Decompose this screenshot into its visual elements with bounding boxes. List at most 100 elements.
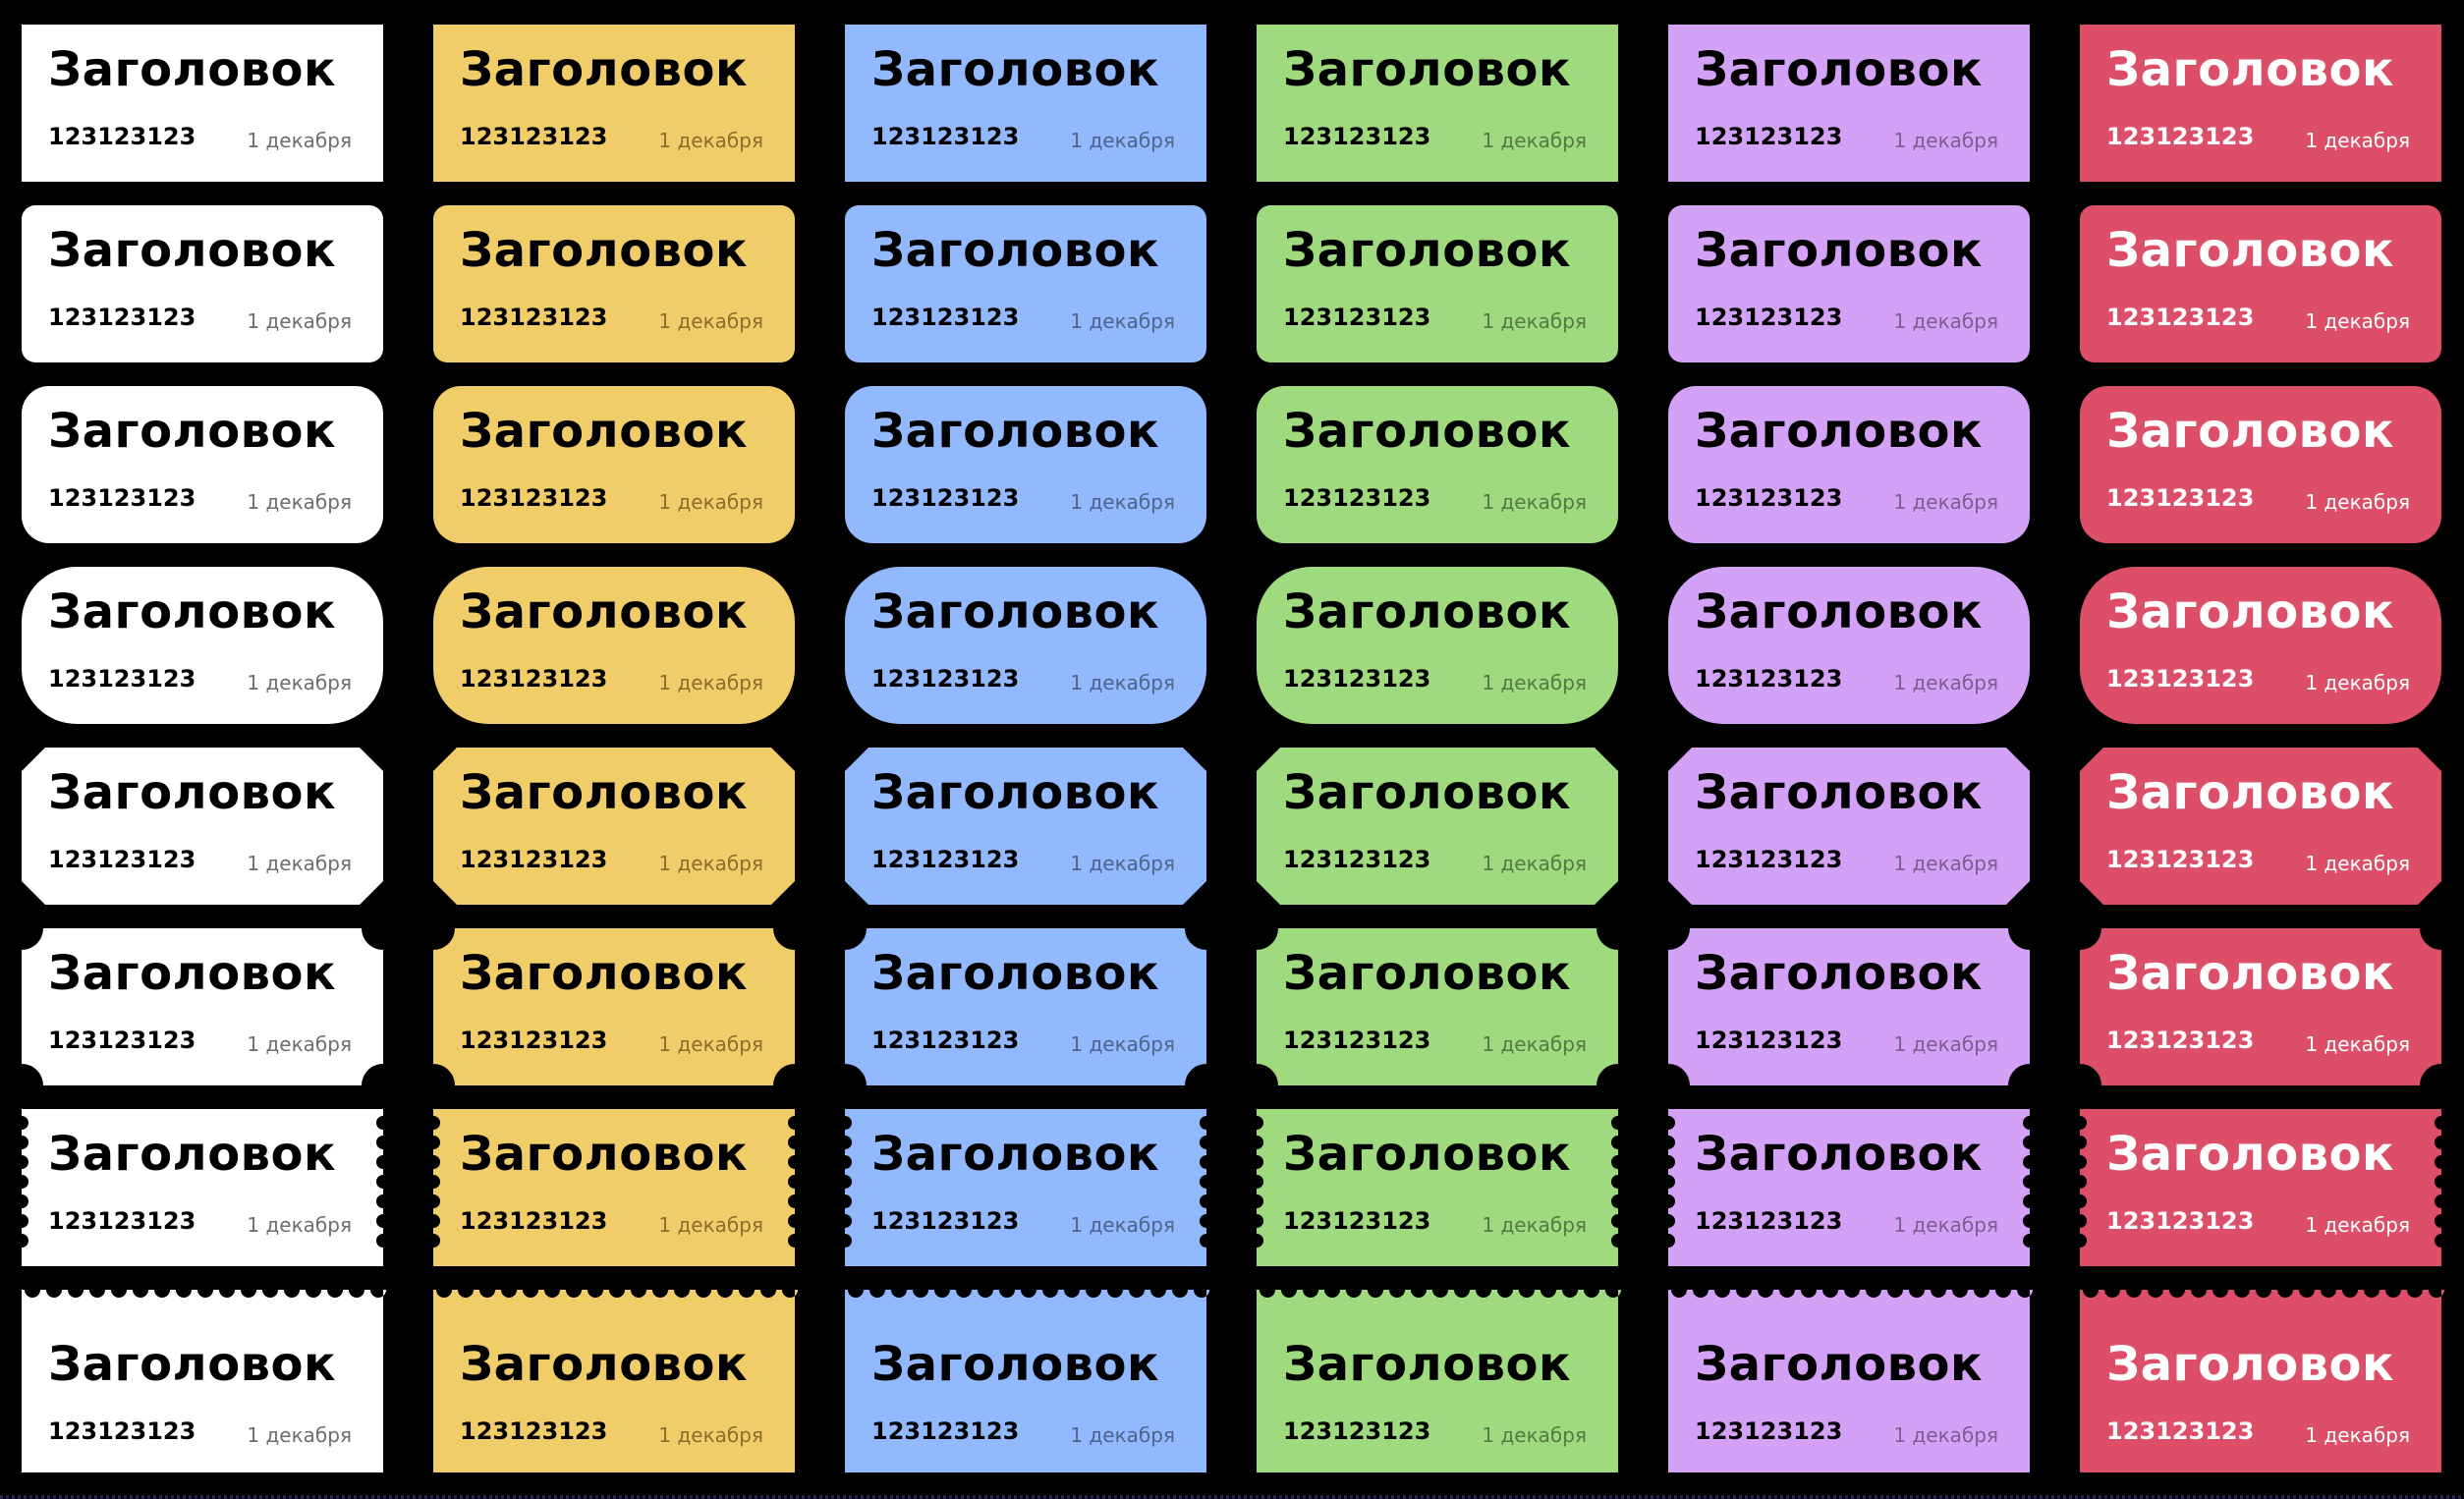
ticket-card[interactable]: Заголовок 123123123 1 декабря	[1668, 1290, 2033, 1472]
ticket-card[interactable]: Заголовок 123123123 1 декабря	[433, 748, 795, 905]
ticket-card[interactable]: Заголовок 123123123 1 декабря	[433, 928, 795, 1085]
ticket-title: Заголовок	[871, 584, 1160, 639]
ticket-title: Заголовок	[48, 1337, 337, 1392]
ticket-shape	[1257, 1109, 1618, 1266]
ticket-shape	[2080, 748, 2441, 905]
ticket-shape	[2080, 205, 2441, 362]
ticket-shape	[845, 748, 1206, 905]
ticket-date: 1 декабря	[1893, 309, 1998, 333]
ticket-card[interactable]: Заголовок 123123123 1 декабря	[1257, 205, 1618, 362]
ticket-shape	[1668, 928, 2030, 1085]
ticket-card[interactable]: Заголовок 123123123 1 декабря	[1257, 25, 1618, 182]
ticket-card[interactable]: Заголовок 123123123 1 декабря	[845, 25, 1206, 182]
ticket-date: 1 декабря	[2305, 1032, 2410, 1056]
ticket-date: 1 декабря	[247, 309, 352, 333]
ticket-card[interactable]: Заголовок 123123123 1 декабря	[433, 1109, 795, 1266]
ticket-card[interactable]: Заголовок 123123123 1 декабря	[2080, 1109, 2441, 1266]
ticket-card[interactable]: Заголовок 123123123 1 декабря	[2080, 386, 2441, 543]
ticket-title: Заголовок	[48, 223, 337, 278]
ticket-card[interactable]: Заголовок 123123123 1 декабря	[845, 1290, 1209, 1472]
ticket-shape	[22, 1109, 383, 1266]
ticket-card[interactable]: Заголовок 123123123 1 декабря	[1257, 748, 1618, 905]
ticket-number: 123123123	[1283, 304, 1431, 331]
ticket-shape	[433, 1290, 798, 1472]
ticket-shape	[1668, 386, 2030, 543]
ticket-date: 1 декабря	[1070, 309, 1175, 333]
ticket-date: 1 декабря	[1482, 309, 1587, 333]
ticket-card[interactable]: Заголовок 123123123 1 декабря	[1257, 567, 1618, 724]
ticket-date: 1 декабря	[2305, 1213, 2410, 1237]
ticket-shape	[2080, 25, 2441, 182]
ticket-shape	[1257, 1290, 1621, 1472]
ticket-title: Заголовок	[871, 1337, 1160, 1392]
ticket-card[interactable]: Заголовок 123123123 1 декабря	[2080, 567, 2441, 724]
ticket-card[interactable]: Заголовок 123123123 1 декабря	[1668, 928, 2030, 1085]
ticket-card[interactable]: Заголовок 123123123 1 декабря	[845, 567, 1206, 724]
ticket-shape	[433, 748, 795, 905]
ticket-card[interactable]: Заголовок 123123123 1 декабря	[845, 386, 1206, 543]
ticket-card[interactable]: Заголовок 123123123 1 декабря	[1668, 748, 2030, 905]
ticket-date: 1 декабря	[658, 1423, 763, 1447]
ticket-card[interactable]: Заголовок 123123123 1 декабря	[845, 205, 1206, 362]
ticket-title: Заголовок	[1695, 584, 1984, 639]
ticket-title: Заголовок	[1283, 765, 1572, 820]
ticket-shape	[1668, 25, 2030, 182]
ticket-date: 1 декабря	[2305, 852, 2410, 875]
ticket-shape	[22, 928, 383, 1085]
ticket-card[interactable]: Заголовок 123123123 1 декабря	[845, 928, 1206, 1085]
ticket-shape	[1257, 25, 1618, 182]
ticket-card[interactable]: Заголовок 123123123 1 декабря	[22, 386, 383, 543]
ticket-date: 1 декабря	[658, 309, 763, 333]
ticket-date: 1 декабря	[1482, 671, 1587, 694]
ticket-card[interactable]: Заголовок 123123123 1 декабря	[2080, 205, 2441, 362]
ticket-shape	[2080, 1109, 2441, 1266]
ticket-number: 123123123	[1695, 484, 1843, 512]
ticket-shape	[1668, 748, 2030, 905]
ticket-number: 123123123	[1283, 1027, 1431, 1054]
ticket-card[interactable]: Заголовок 123123123 1 декабря	[845, 1109, 1206, 1266]
ticket-shape	[1257, 386, 1618, 543]
ticket-card[interactable]: Заголовок 123123123 1 декабря	[1668, 1109, 2030, 1266]
ticket-shape	[2080, 1290, 2444, 1472]
ticket-date: 1 декабря	[1893, 1032, 1998, 1056]
ticket-card[interactable]: Заголовок 123123123 1 декабря	[2080, 748, 2441, 905]
ticket-card[interactable]: Заголовок 123123123 1 декабря	[845, 748, 1206, 905]
ticket-number: 123123123	[2106, 304, 2255, 331]
ticket-card[interactable]: Заголовок 123123123 1 декабря	[1257, 1290, 1621, 1472]
ticket-card[interactable]: Заголовок 123123123 1 декабря	[2080, 25, 2441, 182]
ticket-card[interactable]: Заголовок 123123123 1 декабря	[1257, 386, 1618, 543]
ticket-title: Заголовок	[48, 946, 337, 1001]
ticket-card[interactable]: Заголовок 123123123 1 декабря	[433, 25, 795, 182]
ticket-shape	[22, 1290, 386, 1472]
ticket-date: 1 декабря	[1893, 1213, 1998, 1237]
ticket-number: 123123123	[1283, 665, 1431, 693]
ticket-card[interactable]: Заголовок 123123123 1 декабря	[1668, 567, 2030, 724]
ticket-card[interactable]: Заголовок 123123123 1 декабря	[1668, 205, 2030, 362]
ticket-card[interactable]: Заголовок 123123123 1 декабря	[1668, 25, 2030, 182]
ticket-date: 1 декабря	[247, 490, 352, 514]
ticket-shape	[433, 205, 795, 362]
ticket-card[interactable]: Заголовок 123123123 1 декабря	[22, 205, 383, 362]
ticket-date: 1 декабря	[658, 671, 763, 694]
ticket-shape	[1257, 205, 1618, 362]
ticket-card[interactable]: Заголовок 123123123 1 декабря	[433, 1290, 798, 1472]
ticket-card[interactable]: Заголовок 123123123 1 декабря	[433, 567, 795, 724]
ticket-card[interactable]: Заголовок 123123123 1 декабря	[433, 386, 795, 543]
ticket-card[interactable]: Заголовок 123123123 1 декабря	[22, 1109, 383, 1266]
ticket-card[interactable]: Заголовок 123123123 1 декабря	[22, 748, 383, 905]
ticket-card[interactable]: Заголовок 123123123 1 декабря	[22, 1290, 386, 1472]
ticket-date: 1 декабря	[247, 1423, 352, 1447]
ticket-card[interactable]: Заголовок 123123123 1 декабря	[1257, 928, 1618, 1085]
ticket-title: Заголовок	[460, 584, 749, 639]
ticket-date: 1 декабря	[2305, 309, 2410, 333]
ticket-card[interactable]: Заголовок 123123123 1 декабря	[433, 205, 795, 362]
ticket-card[interactable]: Заголовок 123123123 1 декабря	[22, 928, 383, 1085]
ticket-shape	[433, 567, 795, 724]
ticket-card[interactable]: Заголовок 123123123 1 декабря	[1257, 1109, 1618, 1266]
ticket-card[interactable]: Заголовок 123123123 1 декабря	[22, 25, 383, 182]
ticket-date: 1 декабря	[1482, 129, 1587, 152]
ticket-card[interactable]: Заголовок 123123123 1 декабря	[22, 567, 383, 724]
ticket-card[interactable]: Заголовок 123123123 1 декабря	[2080, 928, 2441, 1085]
ticket-card[interactable]: Заголовок 123123123 1 декабря	[2080, 1290, 2444, 1472]
ticket-card[interactable]: Заголовок 123123123 1 декабря	[1668, 386, 2030, 543]
